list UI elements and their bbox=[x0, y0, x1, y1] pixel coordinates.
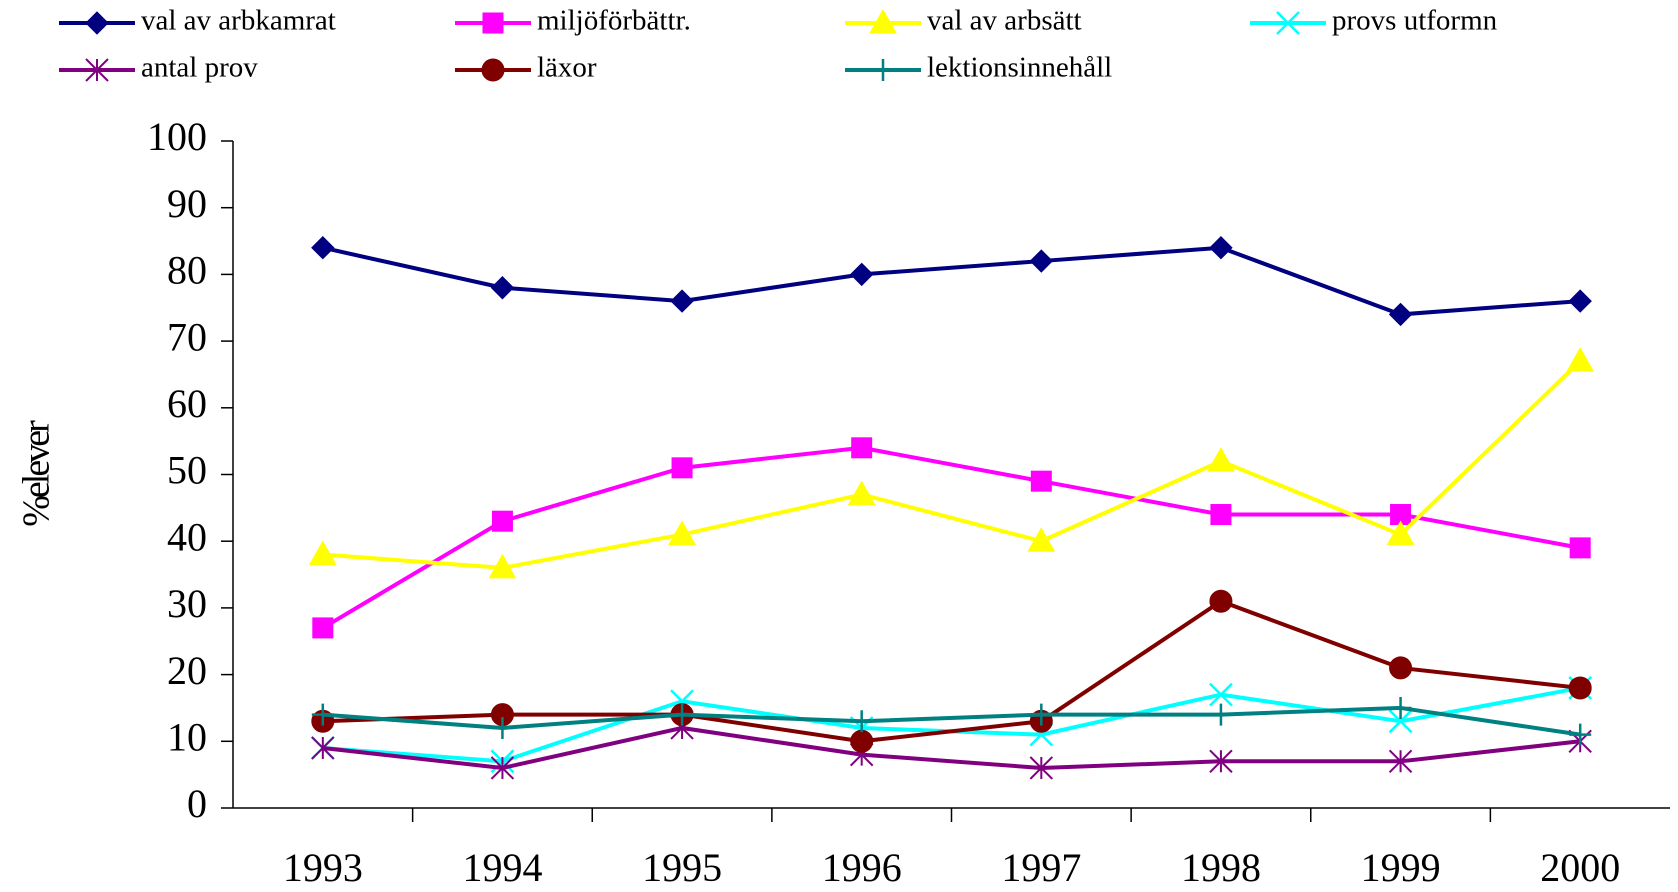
x-tick-label: 1995 bbox=[642, 845, 722, 890]
marker bbox=[872, 59, 894, 81]
legend-item: antal prov bbox=[59, 52, 258, 84]
marker bbox=[1566, 347, 1595, 372]
line bbox=[322, 725, 1581, 771]
legend-label: läxor bbox=[537, 52, 597, 84]
marker bbox=[869, 8, 897, 34]
line bbox=[321, 445, 1581, 630]
legend-label: miljöförbättr. bbox=[537, 5, 691, 37]
marker bbox=[491, 716, 514, 739]
x-tick-label: 2000 bbox=[1540, 845, 1620, 890]
marker bbox=[1210, 504, 1232, 526]
marker bbox=[1209, 749, 1233, 774]
marker bbox=[312, 617, 334, 639]
marker bbox=[850, 710, 873, 733]
x-tick-label: 1997 bbox=[1001, 845, 1081, 890]
marker bbox=[847, 480, 876, 506]
marker bbox=[1568, 289, 1592, 313]
marker bbox=[85, 11, 109, 35]
y-tick-label: 90 bbox=[167, 181, 207, 226]
marker bbox=[1209, 703, 1232, 726]
y-tick-label: 80 bbox=[167, 248, 207, 293]
marker bbox=[671, 457, 693, 479]
legend-item: val av arbsätt bbox=[845, 5, 1082, 37]
x-tick-label: 1993 bbox=[283, 845, 363, 890]
legend-label: antal prov bbox=[141, 52, 258, 84]
marker bbox=[850, 729, 874, 753]
marker bbox=[1389, 696, 1412, 719]
marker bbox=[1029, 756, 1054, 780]
line bbox=[322, 359, 1582, 570]
marker bbox=[490, 756, 515, 780]
marker bbox=[481, 58, 505, 82]
marker bbox=[1209, 589, 1233, 613]
marker bbox=[1207, 447, 1235, 472]
marker bbox=[671, 703, 694, 726]
x-tick-label: 1998 bbox=[1181, 845, 1261, 890]
y-tick-label: 0 bbox=[187, 781, 207, 826]
marker bbox=[1388, 302, 1413, 327]
marker bbox=[1027, 527, 1056, 552]
y-tick-label: 30 bbox=[167, 581, 207, 626]
y-tick-label: 20 bbox=[167, 648, 207, 693]
y-axis-label: %elever bbox=[16, 420, 58, 527]
marker bbox=[482, 12, 504, 34]
marker bbox=[488, 553, 517, 579]
marker bbox=[1568, 676, 1592, 700]
marker bbox=[491, 510, 513, 532]
marker bbox=[1209, 682, 1233, 707]
marker bbox=[1030, 470, 1052, 492]
legend-item: läxor bbox=[455, 52, 597, 84]
x-tick-label: 1996 bbox=[822, 845, 902, 890]
y-tick-label: 50 bbox=[167, 448, 207, 493]
series bbox=[308, 347, 1595, 579]
y-tick-label: 100 bbox=[147, 114, 207, 159]
y-tick-label: 70 bbox=[167, 314, 207, 359]
legend-item: provs utformn bbox=[1250, 5, 1498, 37]
legend-item: lektionsinnehåll bbox=[845, 52, 1112, 84]
legend-item: val av arbkamrat bbox=[59, 5, 336, 37]
marker bbox=[1388, 749, 1413, 774]
series bbox=[311, 236, 1592, 327]
legend-label: lektionsinnehåll bbox=[927, 52, 1112, 84]
marker bbox=[308, 540, 337, 566]
y-tick-label: 40 bbox=[167, 514, 207, 559]
series bbox=[312, 437, 1591, 639]
marker bbox=[1389, 656, 1413, 680]
series bbox=[311, 696, 1592, 746]
marker bbox=[85, 58, 109, 82]
marker bbox=[311, 236, 335, 260]
marker bbox=[1569, 537, 1591, 559]
legend-label: val av arbkamrat bbox=[141, 5, 336, 37]
marker bbox=[490, 276, 515, 300]
y-tick-label: 10 bbox=[167, 714, 207, 759]
line bbox=[322, 245, 1581, 317]
marker bbox=[1209, 236, 1233, 260]
marker bbox=[1388, 709, 1413, 734]
marker bbox=[1386, 520, 1415, 546]
marker bbox=[670, 289, 694, 313]
marker bbox=[668, 520, 696, 546]
marker bbox=[311, 736, 335, 760]
x-tick-label: 1999 bbox=[1361, 845, 1441, 890]
legend-label: provs utformn bbox=[1332, 5, 1498, 37]
marker bbox=[1569, 723, 1592, 746]
x-tick-label: 1994 bbox=[462, 845, 542, 890]
marker bbox=[851, 437, 873, 459]
marker bbox=[1029, 249, 1054, 273]
line bbox=[322, 685, 1581, 764]
legend-label: val av arbsätt bbox=[927, 5, 1082, 37]
y-tick-label: 60 bbox=[167, 381, 207, 426]
marker bbox=[1276, 11, 1300, 35]
marker bbox=[849, 262, 874, 287]
marker bbox=[1030, 703, 1053, 726]
line bbox=[322, 598, 1581, 744]
legend-item: miljöförbättr. bbox=[455, 5, 691, 37]
marker bbox=[311, 703, 334, 726]
line bbox=[322, 705, 1581, 737]
